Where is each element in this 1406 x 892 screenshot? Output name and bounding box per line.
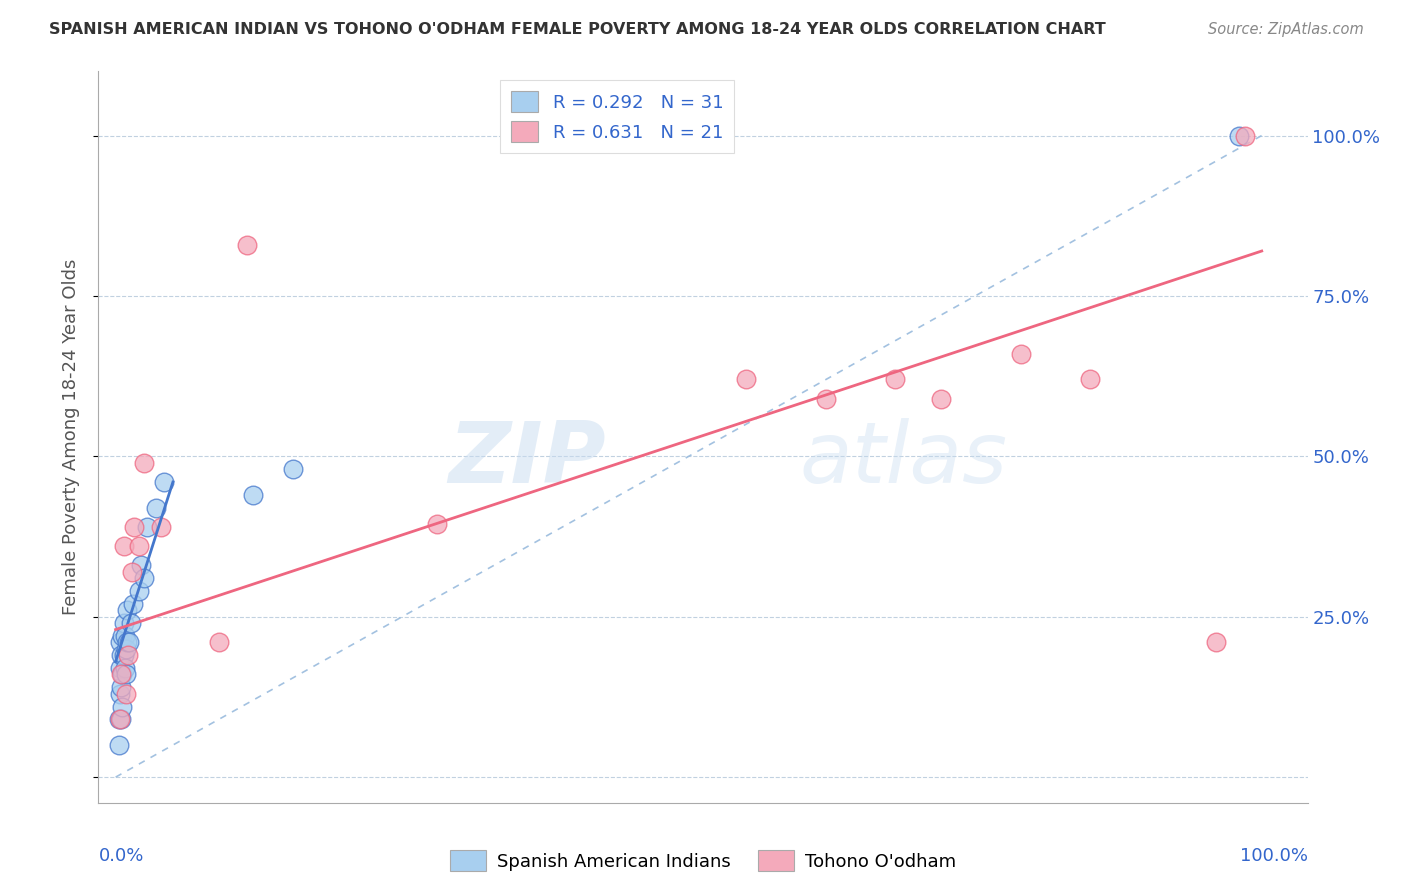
Point	[1205, 635, 1227, 649]
Point	[112, 648, 135, 663]
Point	[111, 699, 134, 714]
Point	[283, 462, 305, 476]
Point	[145, 500, 167, 515]
Point	[108, 738, 131, 752]
Text: 0.0%: 0.0%	[98, 847, 143, 864]
Point	[112, 616, 135, 631]
Point	[115, 641, 138, 656]
Point	[128, 584, 150, 599]
Point	[134, 456, 156, 470]
Point	[208, 635, 231, 649]
Legend: R = 0.292   N = 31, R = 0.631   N = 21: R = 0.292 N = 31, R = 0.631 N = 21	[501, 80, 734, 153]
Point	[118, 635, 141, 649]
Point	[115, 635, 138, 649]
Point	[108, 661, 131, 675]
Point	[735, 372, 758, 386]
Point	[115, 687, 138, 701]
Point	[134, 571, 156, 585]
Point	[108, 635, 131, 649]
Point	[1227, 128, 1250, 143]
Point	[425, 516, 447, 531]
Text: 100.0%: 100.0%	[1240, 847, 1308, 864]
Point	[242, 488, 264, 502]
Point	[1233, 128, 1256, 143]
Point	[111, 629, 134, 643]
Point	[108, 687, 131, 701]
Point	[152, 475, 174, 489]
Text: SPANISH AMERICAN INDIAN VS TOHONO O'ODHAM FEMALE POVERTY AMONG 18-24 YEAR OLDS C: SPANISH AMERICAN INDIAN VS TOHONO O'ODHA…	[49, 22, 1107, 37]
Point	[121, 597, 143, 611]
Point	[120, 616, 142, 631]
Point	[110, 712, 132, 726]
Text: Source: ZipAtlas.com: Source: ZipAtlas.com	[1208, 22, 1364, 37]
Point	[1010, 346, 1032, 360]
Point	[110, 667, 132, 681]
Point	[114, 661, 136, 675]
Point	[111, 667, 134, 681]
Point	[108, 712, 131, 726]
Point	[121, 565, 143, 579]
Point	[108, 712, 131, 726]
Point	[112, 539, 135, 553]
Text: ZIP: ZIP	[449, 417, 606, 500]
Point	[1078, 372, 1101, 386]
Point	[128, 539, 150, 553]
Point	[884, 372, 907, 386]
Point	[815, 392, 838, 406]
Point	[135, 520, 157, 534]
Point	[114, 629, 136, 643]
Point	[117, 648, 139, 663]
Point	[115, 667, 138, 681]
Point	[115, 603, 138, 617]
Point	[150, 520, 173, 534]
Point	[129, 558, 152, 573]
Text: atlas: atlas	[800, 417, 1008, 500]
Point	[929, 392, 952, 406]
Point	[236, 237, 259, 252]
Point	[110, 681, 132, 695]
Point	[110, 648, 132, 663]
Y-axis label: Female Poverty Among 18-24 Year Olds: Female Poverty Among 18-24 Year Olds	[62, 259, 80, 615]
Legend: Spanish American Indians, Tohono O'odham: Spanish American Indians, Tohono O'odham	[443, 843, 963, 879]
Point	[122, 520, 145, 534]
